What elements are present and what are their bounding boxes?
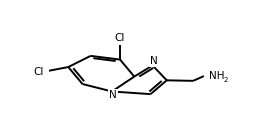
- Text: 2: 2: [223, 77, 228, 83]
- Text: N: N: [150, 56, 157, 66]
- Text: Cl: Cl: [115, 33, 125, 43]
- Text: Cl: Cl: [33, 67, 43, 77]
- Text: N: N: [109, 90, 117, 100]
- Text: NH: NH: [209, 71, 225, 81]
